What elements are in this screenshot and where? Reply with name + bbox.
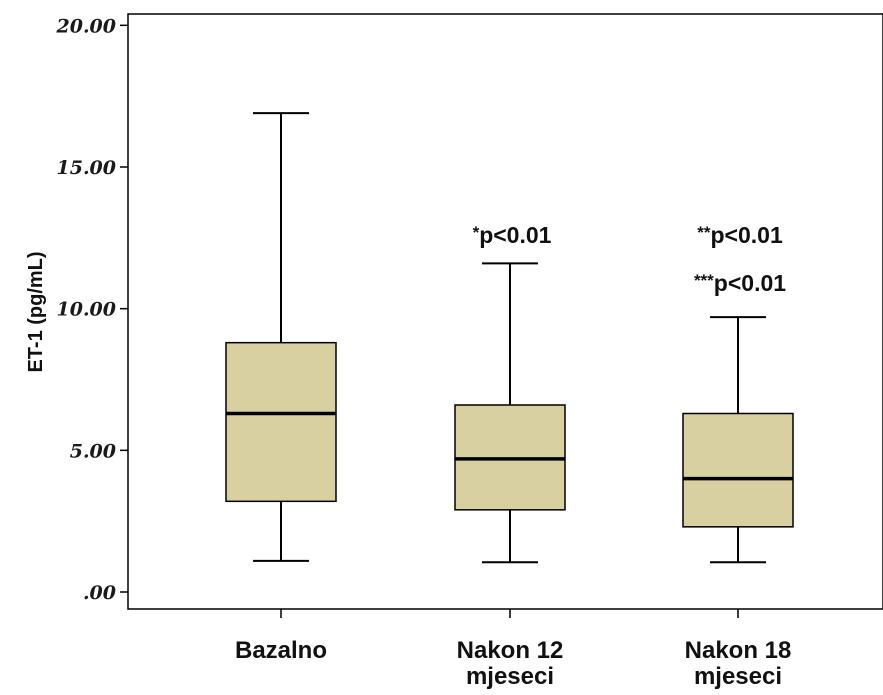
y-axis-title: ET-1 (pg/mL) (25, 251, 47, 372)
box-group (225, 112, 337, 562)
iqr-box (682, 412, 794, 528)
category-label: mjeseci (694, 663, 782, 690)
box-group (682, 316, 794, 564)
annotations: *p<0.01 **p<0.01***p<0.01 (473, 222, 787, 296)
boxes (225, 112, 794, 564)
significance-annotation: ***p<0.01 (694, 270, 786, 296)
annotation-text: p<0.01 (714, 270, 786, 296)
y-tick-label: 15.00 (57, 157, 117, 179)
category-label: Nakon 18 (685, 637, 792, 664)
y-tick-label: 10.00 (57, 299, 117, 321)
annotation-stars: * (473, 223, 480, 242)
annotation-stars: *** (694, 271, 714, 290)
significance-annotation: **p<0.01 (697, 222, 783, 248)
y-tick-label: .00 (83, 582, 116, 604)
annotation-text: p<0.01 (479, 222, 551, 248)
annotation-stars: ** (697, 223, 711, 242)
iqr-box (225, 341, 337, 503)
category-label: mjeseci (466, 663, 554, 690)
y-tick-label: 5.00 (70, 440, 116, 462)
annotation-text: p<0.01 (710, 222, 782, 248)
y-axis: .00 5.00 10.00 15.00 20.00 (56, 15, 128, 604)
box-group (454, 262, 566, 564)
category-label: Bazalno (235, 637, 327, 664)
significance-annotation: *p<0.01 (473, 222, 552, 248)
category-label: Nakon 12 (457, 637, 564, 664)
y-tick-label: 20.00 (56, 15, 117, 37)
